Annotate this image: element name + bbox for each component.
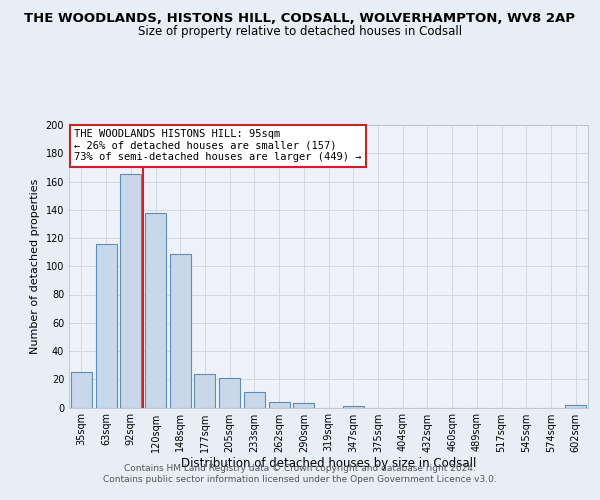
Text: Size of property relative to detached houses in Codsall: Size of property relative to detached ho… <box>138 25 462 38</box>
Bar <box>71 372 92 408</box>
Bar <box>244 392 265 407</box>
Text: Contains HM Land Registry data © Crown copyright and database right 2024.: Contains HM Land Registry data © Crown c… <box>124 464 476 473</box>
Bar <box>120 174 141 408</box>
Text: Contains public sector information licensed under the Open Government Licence v3: Contains public sector information licen… <box>103 475 497 484</box>
Bar <box>194 374 215 408</box>
X-axis label: Distribution of detached houses by size in Codsall: Distribution of detached houses by size … <box>181 458 476 470</box>
Bar <box>565 404 586 407</box>
Y-axis label: Number of detached properties: Number of detached properties <box>30 178 40 354</box>
Text: THE WOODLANDS HISTONS HILL: 95sqm
← 26% of detached houses are smaller (157)
73%: THE WOODLANDS HISTONS HILL: 95sqm ← 26% … <box>74 129 361 162</box>
Bar <box>145 212 166 408</box>
Bar <box>95 244 116 408</box>
Bar <box>170 254 191 408</box>
Bar <box>219 378 240 408</box>
Bar <box>293 404 314 407</box>
Bar <box>269 402 290 407</box>
Bar <box>343 406 364 407</box>
Text: THE WOODLANDS, HISTONS HILL, CODSALL, WOLVERHAMPTON, WV8 2AP: THE WOODLANDS, HISTONS HILL, CODSALL, WO… <box>25 12 575 26</box>
